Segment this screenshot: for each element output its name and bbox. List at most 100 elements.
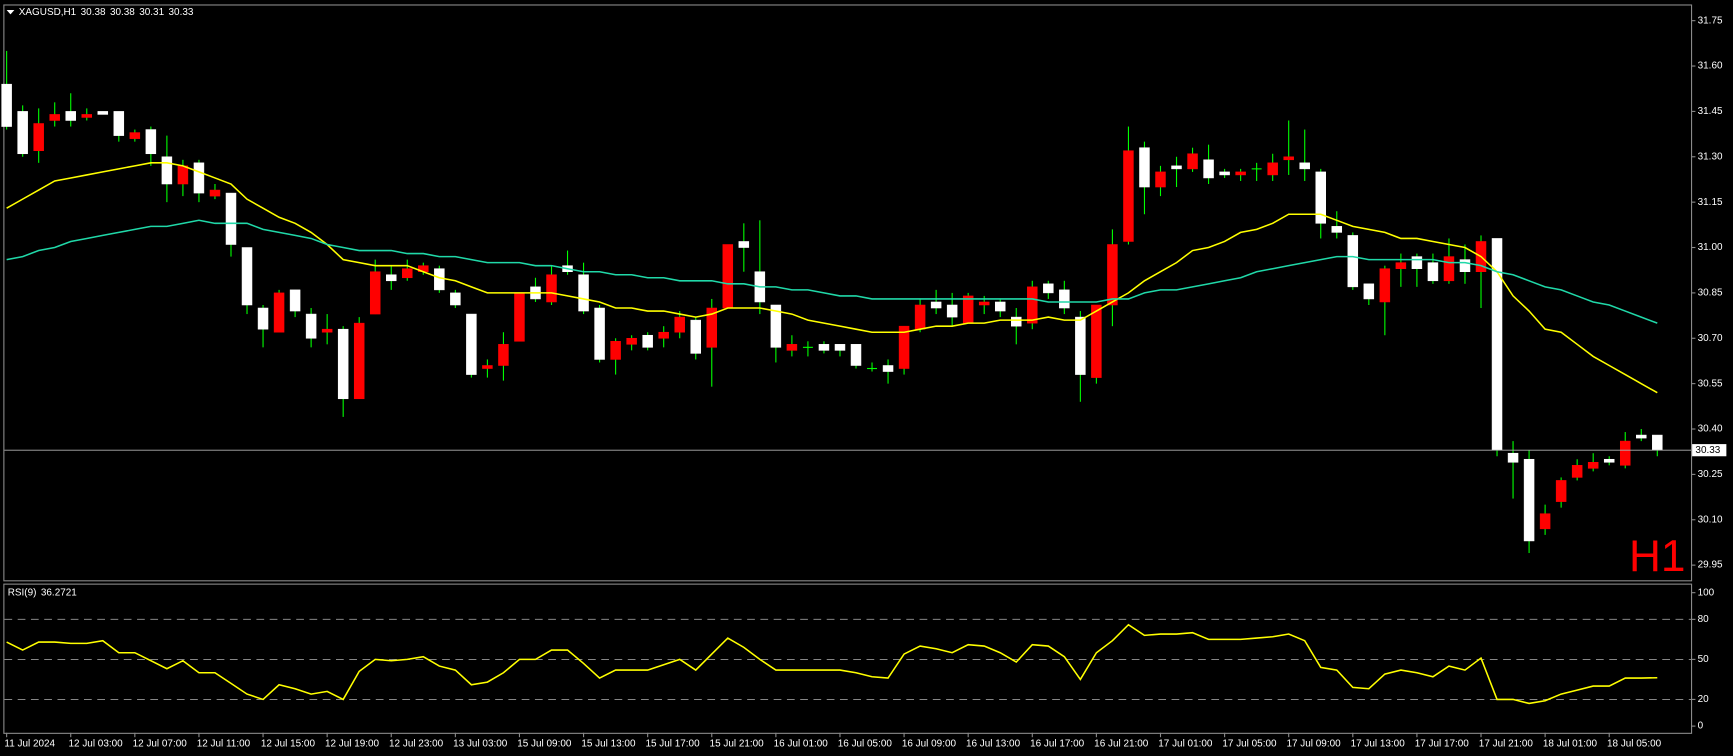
candle-body [386,274,397,282]
candle-body [1123,150,1134,242]
candle-body [834,344,846,351]
x-tick-label: 18 Jul 01:00 [1543,738,1598,749]
y-tick-label: 20 [1698,694,1710,705]
price-header: XAGUSD,H1 30.38 30.38 30.31 30.33 [19,7,194,18]
x-tick-label: 17 Jul 01:00 [1158,738,1213,749]
y-tick-label: 31.60 [1698,61,1723,72]
y-tick-label: 30.70 [1698,333,1723,344]
candle-body [1075,316,1086,375]
candle-body [225,192,237,245]
candle-body [1219,171,1230,176]
timeframe-watermark: H1 [1629,532,1686,581]
candle-body [578,274,589,312]
candle-body [690,319,701,354]
candle-body [145,129,157,155]
candle-body [337,328,349,400]
candle-body [786,344,798,351]
rsi-title: RSI(9) [8,587,37,598]
candle-body [273,292,285,333]
y-tick-label: 31.45 [1698,106,1723,117]
candle-body [1443,256,1455,282]
y-tick-label: 50 [1698,654,1710,665]
moving-average [6,162,1658,394]
candle-body [1027,286,1038,324]
candle-body [1363,283,1375,300]
x-tick-label: 16 Jul 13:00 [966,738,1021,749]
last-low: 30.31 [139,7,164,18]
candle-body [706,307,718,348]
x-tick-label: 12 Jul 19:00 [325,738,380,749]
candle-body [97,111,109,115]
y-tick-label: 30.40 [1698,424,1723,435]
candle-body [962,295,974,324]
y-tick-label: 100 [1698,587,1715,598]
candle-body [1555,480,1567,502]
candle-body [402,268,413,279]
candle-body [1636,434,1647,439]
x-tick-label: 18 Jul 05:00 [1607,738,1662,749]
x-tick-label: 17 Jul 21:00 [1479,738,1534,749]
y-tick-label: 80 [1698,614,1710,625]
candle-body [610,341,621,360]
x-tick-label: 11 Jul 2024 [4,738,55,749]
candle-body [1315,171,1326,224]
candle-body [850,344,862,366]
candle-body [882,365,894,372]
rsi-line [6,623,1658,705]
candle-body [498,344,509,366]
candle-body [1507,452,1519,463]
candle-body [626,337,637,345]
menu-triangle[interactable] [6,9,15,15]
rsi-header: RSI(9) 36.2721 [8,587,78,598]
candle-body [1603,458,1615,463]
candle-body [722,244,734,309]
candle-body [1107,244,1118,306]
candle-body [994,301,1006,312]
candle-body [1267,162,1278,176]
candle-body [1059,289,1070,309]
candle-body [1587,462,1599,469]
candle-body [1619,440,1631,466]
candle-body [466,313,477,375]
y-tick-label: 0 [1698,721,1704,732]
candle-body [1347,235,1359,288]
candle-body [1379,268,1391,303]
candle-body [1139,147,1150,188]
candle-body [305,313,317,339]
y-tick-label: 31.15 [1698,197,1723,208]
rsi-last: 36.2721 [41,587,77,598]
x-tick-label: 12 Jul 23:00 [389,738,444,749]
current-price-box [1692,444,1727,457]
candle-body [1299,162,1310,170]
candle-body [642,334,653,348]
y-tick-label: 31.75 [1698,15,1723,26]
candle-body [1571,465,1583,478]
candle-body [289,289,301,312]
candle-body [1427,262,1439,282]
x-tick-label: 16 Jul 05:00 [838,738,893,749]
x-tick-label: 17 Jul 13:00 [1351,738,1406,749]
candle-body [321,328,333,333]
candle-body [1043,283,1054,294]
candle-body [113,111,125,136]
candle-body [930,301,942,309]
candle-body [209,189,221,197]
x-tick-label: 17 Jul 17:00 [1415,738,1470,749]
y-tick-label: 30.85 [1698,288,1723,299]
y-tick-label: 29.95 [1698,560,1723,571]
candle-body [1331,226,1343,233]
x-tick-label: 16 Jul 17:00 [1030,738,1085,749]
y-tick-label: 30.10 [1698,514,1723,525]
candle-body [1155,171,1166,188]
candle-body [17,111,28,155]
x-tick-label: 12 Jul 15:00 [261,738,316,749]
symbol: XAGUSD,H1 [19,7,77,18]
candle-body [161,156,173,185]
candle-body [1459,259,1471,272]
candle-body [49,114,60,121]
candle-body [193,162,205,194]
x-tick-label: 15 Jul 09:00 [517,738,572,749]
